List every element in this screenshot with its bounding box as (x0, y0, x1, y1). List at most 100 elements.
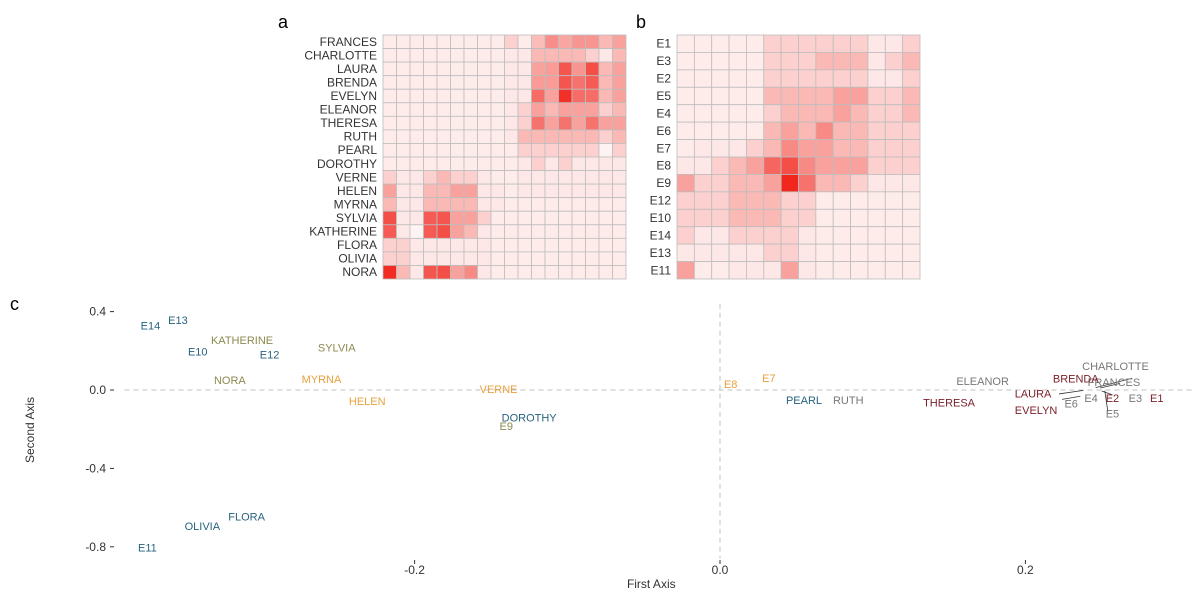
heatmap-cell (531, 61, 546, 77)
heatmap-row-label: HELEN (337, 184, 377, 198)
heatmap-cell (517, 210, 532, 226)
heatmap-cell (450, 156, 465, 171)
heatmap-cell (612, 197, 627, 212)
heatmap-cell (571, 88, 586, 104)
heatmap-cell (780, 156, 799, 175)
heatmap-cell (763, 52, 782, 71)
heatmap-cell (711, 261, 730, 280)
heatmap-cell (436, 48, 451, 63)
heatmap-cell (867, 156, 886, 175)
heatmap-cell (902, 69, 921, 88)
heatmap-cell (728, 243, 747, 262)
x-tick-label: 0.2 (1017, 563, 1034, 577)
heatmap-cell (544, 143, 559, 158)
heatmap-cell (798, 86, 817, 106)
heatmap-cell (612, 129, 627, 144)
heatmap-cell (676, 243, 695, 262)
heatmap-cell (409, 48, 424, 63)
heatmap-cell (544, 102, 559, 117)
scatter-point-label: E2 (1106, 393, 1119, 405)
heatmap-cell (450, 102, 465, 117)
heatmap-cell (504, 183, 519, 199)
heatmap-cell (850, 208, 869, 228)
heatmap-cell (504, 48, 519, 63)
heatmap-cell (676, 86, 695, 106)
heatmap-row-label: E1 (656, 37, 671, 51)
heatmap-cell (382, 129, 397, 144)
heatmap-cell (544, 197, 559, 212)
heatmap-cell (531, 75, 546, 90)
heatmap-cell (477, 75, 492, 90)
heatmap-cell (676, 156, 695, 175)
heatmap-cell (409, 156, 424, 171)
heatmap-cell (676, 139, 695, 158)
y-tick-label: 0.4 (89, 305, 106, 319)
heatmap-cell (423, 115, 438, 131)
heatmap-cell (558, 197, 573, 212)
heatmap-cell (850, 243, 869, 262)
heatmap-cell (517, 48, 532, 63)
heatmap-cell (598, 237, 613, 253)
heatmap-cell (884, 86, 904, 106)
heatmap-cell (423, 129, 438, 144)
heatmap-cell (884, 69, 904, 88)
heatmap-cell (780, 191, 799, 210)
heatmap-cell (531, 48, 546, 63)
heatmap-cell (728, 69, 747, 88)
heatmap-cell (490, 48, 505, 63)
heatmap-cell (612, 88, 627, 104)
scatter-point-label: E12 (260, 350, 280, 362)
heatmap-cell (612, 183, 627, 199)
heatmap-cell (832, 104, 851, 123)
heatmap-cell (598, 143, 613, 158)
heatmap-cell (612, 156, 627, 171)
heatmap-cell (463, 102, 478, 117)
heatmap-cell (423, 156, 438, 171)
heatmap-cell (902, 52, 921, 71)
heatmap-cell (815, 226, 834, 245)
heatmap-cell (463, 210, 478, 226)
heatmap-cell (902, 174, 921, 193)
heatmap-cell (763, 121, 782, 140)
heatmap-cell (531, 224, 546, 239)
heatmap-cell (396, 61, 411, 77)
heatmap-cell (477, 129, 492, 144)
heatmap-cell (850, 34, 869, 53)
heatmap-cell (531, 183, 546, 199)
heatmap-cell (504, 61, 519, 77)
heatmap-cell (463, 34, 478, 49)
heatmap-cell (832, 191, 851, 210)
heatmap-cell (517, 251, 532, 266)
heatmap-row-label: CHARLOTTE (304, 48, 377, 62)
heatmap-cell (490, 34, 505, 49)
heatmap-cell (585, 251, 600, 266)
heatmap-cell (676, 34, 695, 53)
heatmap-cell (517, 143, 532, 158)
heatmap-cell (850, 104, 869, 123)
heatmap-cell (477, 48, 492, 63)
heatmap-cell (396, 102, 411, 117)
heatmap-cell (571, 170, 586, 185)
heatmap-cell (728, 121, 747, 140)
heatmap-cell (850, 174, 869, 193)
heatmap-cell (815, 191, 834, 210)
heatmap-cell (504, 251, 519, 266)
heatmap-cell (850, 191, 869, 210)
heatmap-cell (531, 251, 546, 266)
heatmap-cell (867, 104, 886, 123)
heatmap-cell (463, 251, 478, 266)
heatmap-cell (763, 226, 782, 245)
heatmap-cell (598, 251, 613, 266)
heatmap-cell (396, 210, 411, 226)
heatmap-cell (798, 243, 817, 262)
heatmap-cell (396, 115, 411, 131)
heatmap-row-label: BRENDA (327, 75, 377, 89)
heatmap-cell (746, 86, 765, 106)
heatmap-cell (409, 265, 424, 280)
heatmap-cell (531, 115, 546, 131)
heatmap-cell (409, 115, 424, 131)
heatmap-cell (382, 48, 397, 63)
heatmap-cell (558, 156, 573, 171)
